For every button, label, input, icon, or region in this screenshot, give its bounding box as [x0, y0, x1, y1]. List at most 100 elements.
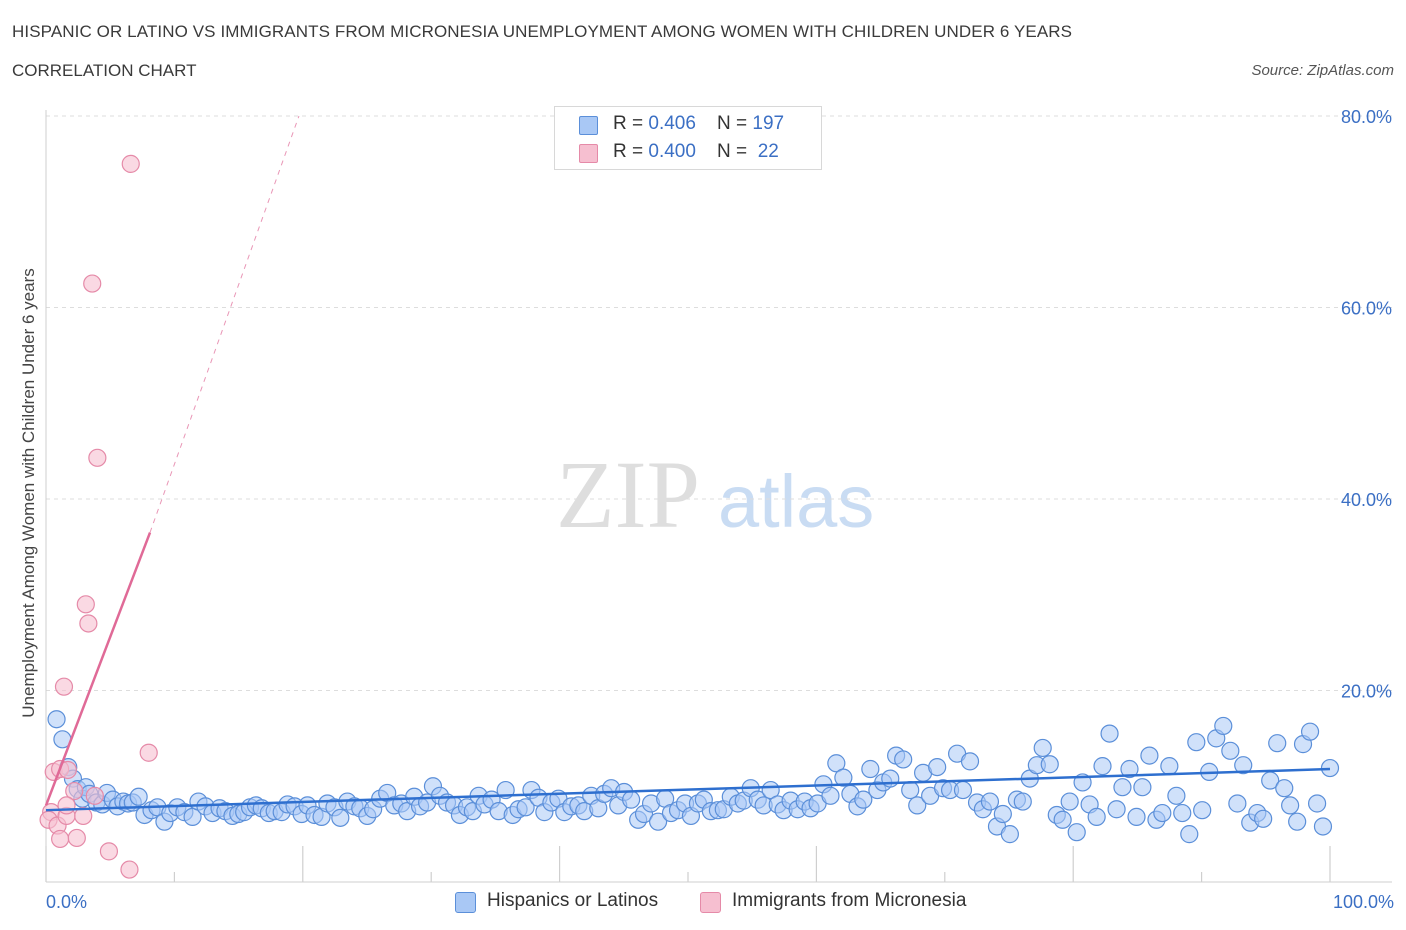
data-point-micronesia [76, 595, 95, 614]
data-point-micronesia [74, 806, 93, 826]
data-point-hispanics [1040, 755, 1059, 774]
data-point-hispanics [821, 786, 840, 805]
data-point-hispanics [1067, 823, 1086, 842]
legend-r-value: 0.400 [648, 141, 696, 162]
trend-line-micronesia [44, 532, 152, 806]
data-point-micronesia [85, 786, 104, 805]
data-point-hispanics [1140, 746, 1159, 765]
data-point-hispanics [1087, 807, 1106, 826]
data-point-micronesia [67, 828, 86, 848]
data-point-hispanics [901, 780, 920, 800]
y-tick-label: 20.0% [1341, 682, 1392, 702]
data-point-hispanics [960, 752, 980, 771]
data-point-hispanics [1133, 778, 1152, 797]
legend-r-value: 0.406 [648, 113, 696, 134]
data-point-hispanics [1221, 741, 1240, 760]
data-point-hispanics [953, 780, 973, 800]
data-point-hispanics [1275, 779, 1294, 798]
trend-line-hispanics [45, 767, 1331, 812]
data-point-hispanics [1100, 724, 1119, 743]
data-point-hispanics [1288, 812, 1307, 831]
data-point-hispanics [1228, 794, 1247, 813]
trend-line-micronesia-extension [149, 115, 300, 533]
bottom-legend-swatch-blue [455, 892, 476, 913]
data-point-hispanics [1000, 825, 1019, 844]
watermark-atlas: atlas [718, 460, 874, 543]
legend-n-value: 197 [752, 113, 785, 134]
data-point-hispanics [516, 798, 535, 817]
watermark: ZIP atlas [556, 441, 874, 548]
data-point-micronesia [51, 829, 70, 849]
data-point-hispanics [1300, 722, 1320, 741]
data-point-micronesia [54, 677, 74, 696]
chart-title: HISPANIC OR LATINO VS IMMIGRANTS FROM MI… [12, 22, 1073, 41]
watermark-zip: ZIP [556, 441, 700, 548]
data-point-hispanics [1113, 778, 1132, 797]
data-point-hispanics [1053, 810, 1072, 829]
data-point-hispanics [1173, 803, 1192, 823]
y-tick-labels: 20.0% 40.0% 60.0% 80.0% [1341, 107, 1392, 702]
data-point-hispanics [1313, 817, 1333, 836]
data-point-hispanics [993, 804, 1012, 824]
data-point-hispanics [1107, 800, 1126, 819]
axes [45, 110, 1392, 883]
correlation-legend: R = 0.406 N = 197 R = 0.400 N = 22 [554, 106, 822, 170]
data-point-micronesia [88, 448, 107, 467]
data-point-micronesia [120, 860, 139, 879]
data-point-hispanics [331, 808, 350, 827]
data-point-hispanics [1127, 807, 1146, 826]
data-point-hispanics [1013, 792, 1032, 811]
data-point-hispanics [1193, 801, 1212, 820]
bottom-legend-swatch-pink [700, 892, 721, 913]
legend-n-value: 22 [752, 141, 779, 162]
legend-swatch-blue [579, 116, 598, 135]
y-tick-label: 60.0% [1341, 299, 1392, 319]
data-point-hispanics [1167, 786, 1186, 805]
data-point-hispanics [854, 790, 873, 809]
y-tick-label: 80.0% [1341, 107, 1392, 127]
data-point-hispanics [129, 787, 148, 806]
x-tick-label-min: 0.0% [46, 892, 88, 912]
data-point-micronesia [79, 614, 98, 633]
data-point-hispanics [1120, 759, 1139, 779]
bottom-legend-label: Hispanics or Latinos [487, 890, 659, 911]
data-point-micronesia [65, 781, 84, 801]
data-point-hispanics [1033, 738, 1052, 758]
y-tick-label: 40.0% [1341, 490, 1392, 510]
data-point-hispanics [908, 796, 927, 815]
data-point-hispanics [827, 754, 846, 773]
data-point-hispanics [1180, 825, 1199, 844]
data-point-micronesia [83, 274, 102, 293]
data-point-micronesia [99, 842, 119, 861]
x-tick-label-max: 100.0% [1332, 892, 1394, 912]
legend-r-label: R = [613, 113, 649, 134]
legend-n-label: N = [717, 141, 753, 162]
data-point-hispanics [834, 768, 853, 787]
data-point-hispanics [1093, 757, 1112, 776]
data-point-hispanics [1308, 794, 1327, 813]
data-point-hispanics [1214, 716, 1233, 736]
data-point-hispanics [1160, 757, 1179, 776]
legend-swatch-pink [579, 144, 598, 163]
data-point-hispanics [1281, 796, 1300, 815]
y-axis-title: Unemployment Among Women with Children U… [19, 268, 38, 717]
data-point-hispanics [1060, 792, 1079, 811]
legend-n-label: N = [717, 113, 753, 134]
data-point-micronesia [139, 743, 158, 762]
data-point-hispanics [648, 812, 668, 831]
series-hispanics-points [47, 710, 1340, 844]
data-point-hispanics [894, 750, 913, 769]
data-point-hispanics [622, 790, 641, 809]
legend-r-label: R = [613, 141, 649, 162]
data-point-hispanics [1254, 809, 1273, 828]
trend-lines [44, 115, 1331, 812]
data-point-hispanics [1153, 803, 1172, 823]
data-point-hispanics [1268, 734, 1287, 753]
data-point-hispanics [47, 710, 66, 729]
source-credit: Source: ZipAtlas.com [1251, 62, 1394, 79]
data-point-hispanics [980, 792, 1000, 811]
data-point-hispanics [928, 757, 947, 777]
data-point-micronesia [121, 154, 140, 173]
data-point-hispanics [861, 759, 880, 779]
